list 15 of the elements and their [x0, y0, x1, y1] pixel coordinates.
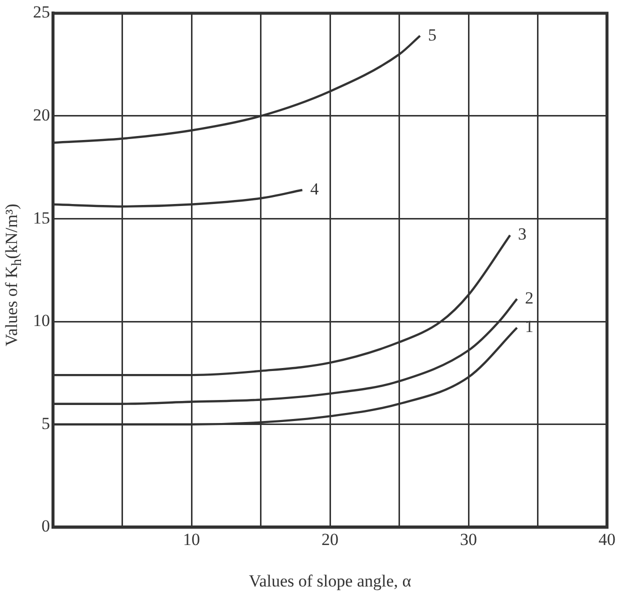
x-tick-label: 30 [460, 530, 477, 549]
y-tick-label: 20 [33, 105, 50, 124]
y-tick-label: 5 [42, 414, 50, 433]
series-label: 5 [428, 25, 437, 44]
x-axis-title: Values of slope angle, α [248, 571, 412, 590]
x-tick-label: 10 [183, 530, 200, 549]
y-tick-label: 25 [33, 2, 50, 22]
y-tick-label: 0 [42, 516, 50, 536]
x-tick-label: 20 [322, 530, 338, 549]
series-label: 3 [518, 224, 527, 244]
x-tick-label: 40 [598, 530, 616, 549]
series-label: 2 [524, 288, 534, 308]
y-tick-label: 15 [33, 208, 50, 228]
series-label: 4 [310, 179, 320, 198]
y-tick-label: 10 [33, 311, 50, 330]
